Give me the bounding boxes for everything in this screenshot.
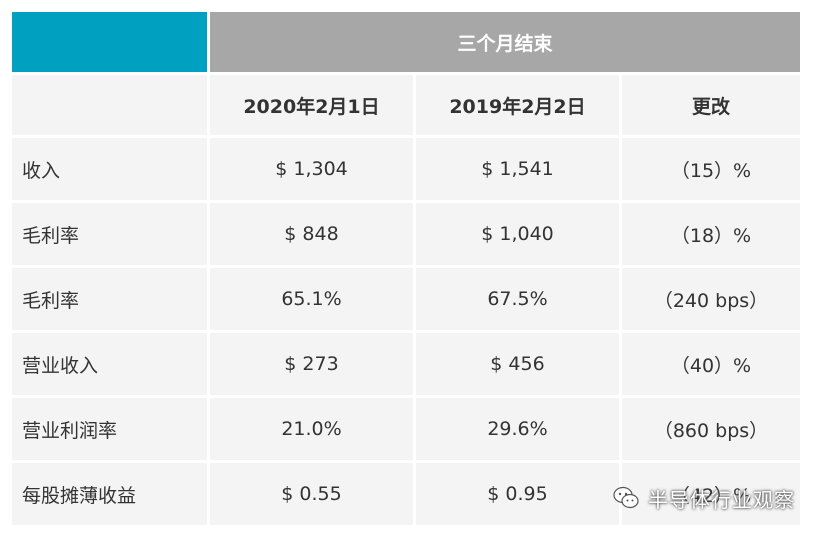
group-header: 三个月结束 [210, 12, 800, 72]
value-2019: $ 456 [416, 333, 619, 395]
table-row: 每股摊薄收益 $ 0.55 $ 0.95 （42）% [12, 463, 800, 525]
value-2020: 65.1% [210, 268, 413, 330]
watermark: 半导体行业观察 [612, 480, 795, 516]
value-2019: $ 0.95 [416, 463, 619, 525]
column-header-2019: 2019年2月2日 [416, 75, 619, 135]
row-label: 毛利率 [12, 268, 207, 330]
row-label: 毛利率 [12, 203, 207, 265]
row-label: 每股摊薄收益 [12, 463, 207, 525]
row-label: 营业利润率 [12, 398, 207, 460]
value-2020: $ 273 [210, 333, 413, 395]
value-change: （40）% [622, 333, 800, 395]
value-2019: $ 1,040 [416, 203, 619, 265]
teal-corner-block [12, 12, 207, 72]
value-change: （860 bps） [622, 398, 800, 460]
column-header-label [12, 75, 207, 135]
value-2019: 29.6% [416, 398, 619, 460]
column-header-2020: 2020年2月1日 [210, 75, 413, 135]
value-2020: $ 1,304 [210, 138, 413, 200]
value-change: （240 bps） [622, 268, 800, 330]
value-change: （42）% [622, 463, 800, 525]
value-2019: 67.5% [416, 268, 619, 330]
table-row: 营业收入 $ 273 $ 456 （40）% [12, 333, 800, 395]
watermark-text: 半导体行业观察 [648, 487, 795, 512]
value-change: （15）% [622, 138, 800, 200]
wechat-icon [613, 486, 639, 509]
value-2020: $ 0.55 [210, 463, 413, 525]
row-label: 收入 [12, 138, 207, 200]
value-2020: $ 848 [210, 203, 413, 265]
financial-table: 三个月结束 2020年2月1日 2019年2月2日 更改 收入 $ 1,304 … [12, 12, 800, 528]
row-label: 营业收入 [12, 333, 207, 395]
table-row: 毛利率 $ 848 $ 1,040 （18）% [12, 203, 800, 265]
table-row: 收入 $ 1,304 $ 1,541 （15）% [12, 138, 800, 200]
value-2020: 21.0% [210, 398, 413, 460]
column-header-row: 2020年2月1日 2019年2月2日 更改 [12, 75, 800, 135]
table-row: 毛利率 65.1% 67.5% （240 bps） [12, 268, 800, 330]
value-2019: $ 1,541 [416, 138, 619, 200]
table-row: 营业利润率 21.0% 29.6% （860 bps） [12, 398, 800, 460]
value-change: （18）% [622, 203, 800, 265]
column-header-change: 更改 [622, 75, 800, 135]
table-top-header: 三个月结束 [12, 12, 800, 72]
